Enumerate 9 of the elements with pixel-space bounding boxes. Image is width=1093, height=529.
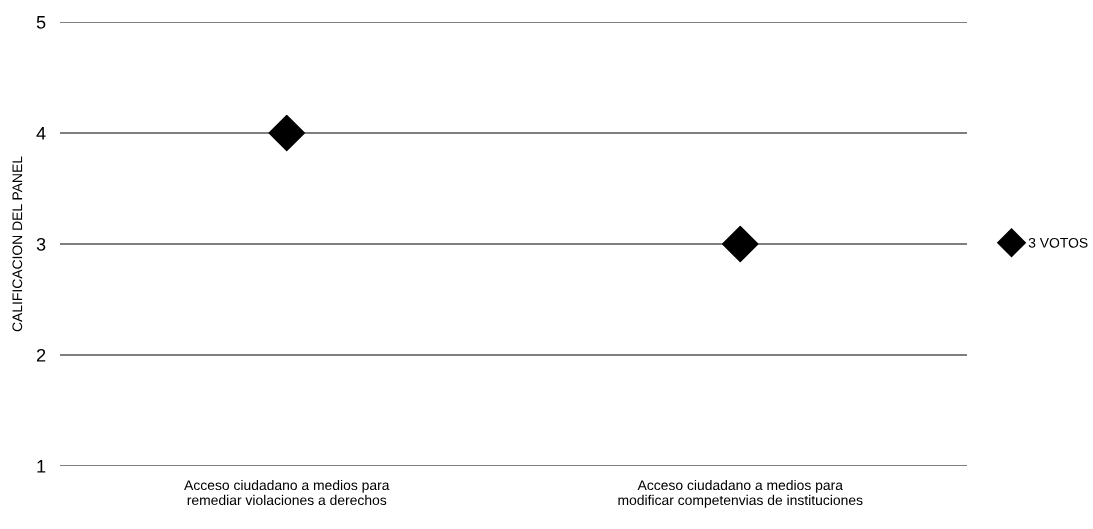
y-tick-label: 1	[37, 460, 46, 473]
y-tick-label: 3	[36, 237, 46, 251]
y-tick-label: 5	[36, 16, 46, 29]
y-tick-label: 2	[36, 348, 46, 362]
legend-label: 3 VOTOS	[1028, 237, 1088, 248]
x-tick-label: Acceso ciudadano a medios para remediar violaciones a derechos	[184, 479, 390, 506]
x-tick-label: Acceso ciudadano a medios para modificar competenvias de instituciones	[618, 479, 863, 508]
y-tick-label: 4	[36, 127, 46, 140]
y-axis-title: CALIFICACION DEL PANEL	[12, 156, 23, 332]
